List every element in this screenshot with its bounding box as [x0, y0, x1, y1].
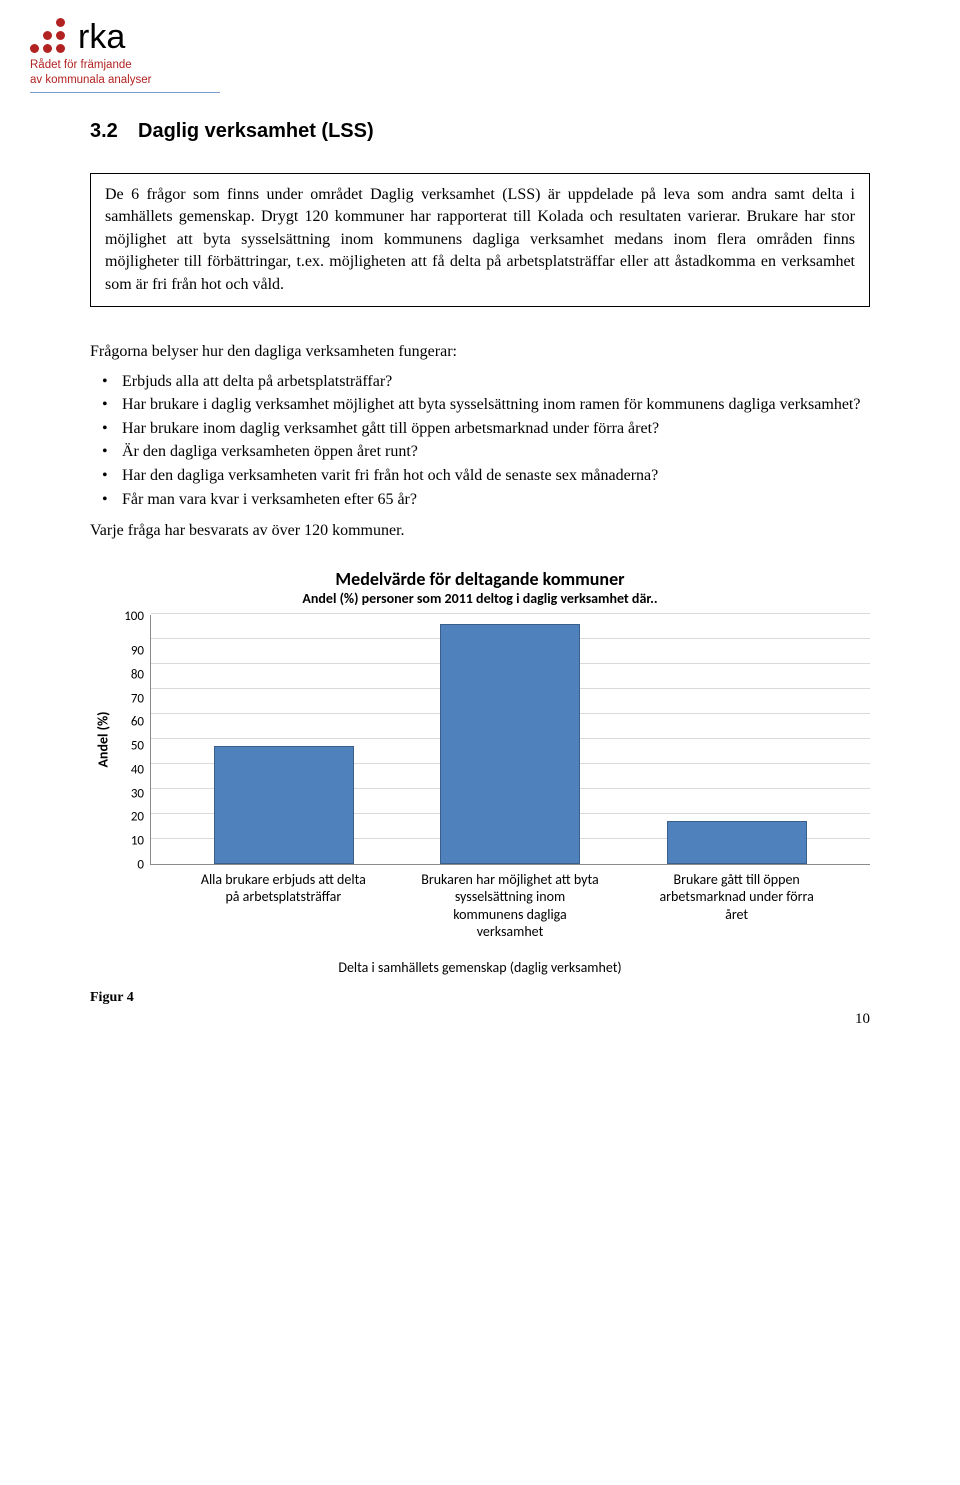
- logo-text: rka: [78, 20, 125, 54]
- y-axis-label: Andel (%): [95, 712, 112, 768]
- y-tick: 20: [131, 811, 144, 824]
- y-tick: 30: [131, 787, 144, 800]
- y-axis-label-wrap: Andel (%): [90, 615, 116, 865]
- page-number: 10: [855, 1011, 870, 1028]
- logo-dots-icon: [30, 18, 70, 54]
- y-tick: 80: [131, 669, 144, 682]
- x-label: Brukaren har möjlighet att byta sysselsä…: [420, 871, 600, 941]
- bar: [440, 624, 580, 864]
- y-tick: 90: [131, 645, 144, 658]
- x-label: Brukare gått till öppen arbetsmarknad un…: [647, 871, 827, 941]
- y-tick: 0: [137, 858, 144, 871]
- plot-area: [150, 615, 870, 865]
- x-axis-label: Delta i samhällets gemenskap (daglig ver…: [90, 959, 870, 976]
- logo-sub-line1: Rådet för främjande: [30, 59, 132, 71]
- y-tick: 40: [131, 763, 144, 776]
- chart: Medelvärde för deltagande kommuner Andel…: [90, 568, 870, 976]
- grid-line: [151, 613, 870, 614]
- bar: [214, 746, 354, 864]
- section-heading: 3.2Daglig verksamhet (LSS): [90, 120, 870, 143]
- list-item: Har brukare i daglig verksamhet möjlighe…: [122, 394, 870, 416]
- list-item: Får man vara kvar i verksamheten efter 6…: [122, 489, 870, 511]
- figure-label: Figur 4: [90, 990, 870, 1006]
- y-tick: 70: [131, 692, 144, 705]
- x-labels: Alla brukare erbjuds att delta på arbets…: [150, 865, 870, 941]
- y-tick: 50: [131, 740, 144, 753]
- bar: [667, 821, 807, 864]
- list-item: Är den dagliga verksamheten öppen året r…: [122, 441, 870, 463]
- question-list: Erbjuds alla att delta på arbetsplatsträ…: [90, 371, 870, 511]
- section-number: 3.2: [90, 120, 138, 143]
- y-ticks: 1009080706050403020100: [116, 615, 150, 865]
- intro-paragraph: Frågorna belyser hur den dagliga verksam…: [90, 341, 870, 363]
- logo-subtitle: Rådet för främjande av kommunala analyse…: [30, 58, 220, 93]
- chart-subtitle: Andel (%) personer som 2011 deltog i dag…: [90, 590, 870, 607]
- y-tick: 60: [131, 716, 144, 729]
- list-item: Har den dagliga verksamheten varit fri f…: [122, 465, 870, 487]
- list-item: Erbjuds alla att delta på arbetsplatsträ…: [122, 371, 870, 393]
- closing-paragraph: Varje fråga har besvarats av över 120 ko…: [90, 520, 870, 542]
- y-tick: 10: [131, 834, 144, 847]
- chart-title: Medelvärde för deltagande kommuner: [90, 568, 870, 590]
- summary-box: De 6 frågor som finns under området Dagl…: [90, 173, 870, 307]
- logo-sub-line2: av kommunala analyser: [30, 74, 151, 86]
- logo-block: rka Rådet för främjande av kommunala ana…: [30, 18, 220, 93]
- list-item: Har brukare inom daglig verksamhet gått …: [122, 418, 870, 440]
- section-title: Daglig verksamhet (LSS): [138, 120, 374, 142]
- y-tick: 100: [124, 610, 144, 623]
- x-label: Alla brukare erbjuds att delta på arbets…: [193, 871, 373, 941]
